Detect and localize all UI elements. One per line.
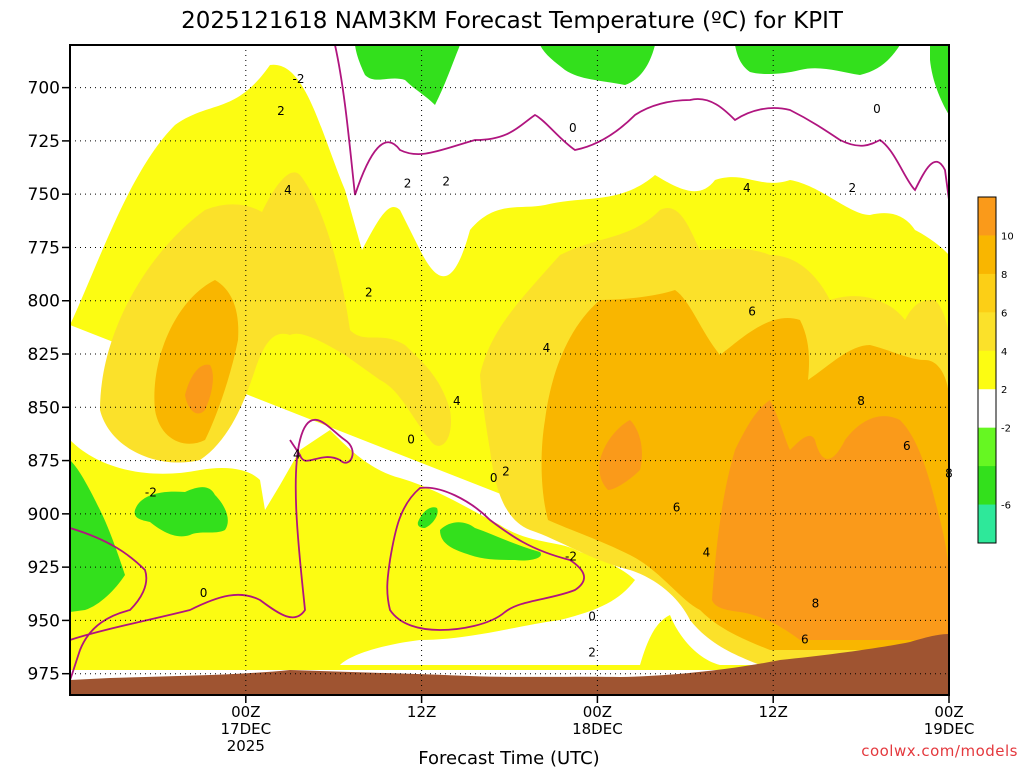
fill-green-blob-2 — [440, 522, 541, 561]
x-tick-label: 19DEC — [924, 720, 975, 738]
x-axis-label: Forecast Time (UTC) — [418, 748, 599, 768]
chart-title: 2025121618 NAM3KM Forecast Temperature (… — [181, 8, 844, 34]
fill-8-10-left — [185, 364, 213, 414]
y-tick-label: 775 — [28, 238, 60, 258]
x-tick-label: 00Z — [934, 703, 963, 721]
y-tick-label: 875 — [28, 452, 60, 472]
y-tick-label: 925 — [28, 558, 60, 578]
contour-label: 4 — [703, 545, 711, 559]
colorbar-swatch — [978, 389, 996, 429]
colorbar-tick-label: 6 — [1001, 308, 1007, 319]
x-tick-label: 12Z — [759, 703, 788, 721]
contour-label: 0 — [200, 586, 208, 600]
y-tick-label: 850 — [28, 398, 60, 418]
contour-label: 8 — [857, 394, 865, 408]
fill-green-left-edge — [70, 460, 125, 612]
colorbar-tick-label: 2 — [1001, 385, 1007, 396]
colorbar-frame — [977, 196, 997, 544]
colorbar-tick-label: -6 — [1001, 501, 1011, 512]
colorbar-legend: -6 -2 2 4 6 8 10 — [977, 196, 1014, 544]
contour-label: 2 — [442, 175, 450, 189]
contour-label: 6 — [748, 305, 756, 319]
contour-label: 4 — [293, 447, 301, 461]
colorbar-swatch — [978, 235, 996, 275]
y-tick-label: 725 — [28, 132, 60, 152]
contour-label: -2 — [565, 550, 577, 564]
fill-6-8-left — [154, 280, 239, 444]
contour-label: 0 — [407, 432, 415, 446]
y-tick-label: 950 — [28, 611, 60, 631]
x-tick-label: 00Z — [231, 703, 260, 721]
y-tick-label: 750 — [28, 185, 60, 205]
contour-label: 4 — [453, 394, 461, 408]
contour-label: 4 — [284, 183, 292, 197]
fill-8-10-right — [712, 400, 949, 640]
contour-label: -2 — [293, 72, 305, 86]
y-tick-label: 700 — [28, 79, 60, 99]
contour-label: 0 — [490, 471, 498, 485]
x-tick-label: 17DEC — [221, 720, 272, 738]
contour-label: 0 — [569, 121, 577, 135]
x-tick-label: 12Z — [407, 703, 436, 721]
colorbar-swatch — [978, 504, 996, 544]
contour-label: -2 — [145, 486, 157, 500]
x-tick-label: 00Z — [583, 703, 612, 721]
contour-label: 2 — [502, 464, 510, 478]
zero-degree-contour — [334, 45, 949, 201]
plot-frame — [69, 44, 950, 696]
contour-label: 2 — [404, 177, 412, 191]
colorbar-swatch — [978, 312, 996, 352]
contour-label: 6 — [801, 633, 809, 647]
contour-label: 0 — [588, 609, 596, 623]
colorbar-swatch — [978, 427, 996, 467]
colorbar-tick-label: 8 — [1001, 270, 1007, 281]
colorbar-swatch — [978, 197, 996, 236]
terrain — [70, 634, 949, 695]
colorbar-swatch — [978, 466, 996, 506]
plot-area — [70, 45, 949, 695]
colorbar-swatch — [978, 273, 996, 313]
contour-label: 4 — [743, 181, 751, 195]
pressure-axis: 700 725 750 775 800 825 850 875 900 925 950 975 — [28, 79, 70, 685]
contour-label: 6 — [673, 501, 681, 515]
y-tick-label: 825 — [28, 345, 60, 365]
zero-degree-contour-mid — [70, 418, 585, 641]
fill-green-top-right — [735, 45, 900, 75]
fill-green-top-left — [355, 45, 460, 105]
contour-label: 2 — [848, 181, 856, 195]
fill-8-10-mid — [599, 420, 642, 490]
colorbar-tick-label: 4 — [1001, 347, 1007, 358]
contour-label: 8 — [812, 596, 820, 610]
contour-label: 4 — [543, 341, 551, 355]
contour-label: 6 — [903, 439, 911, 453]
colorbar-swatch — [978, 350, 996, 390]
fill-green-blob-3 — [417, 507, 438, 528]
colorbar-tick-label: 10 — [1001, 231, 1014, 242]
contour-label: 2 — [277, 104, 285, 118]
fill-green-right-edge — [930, 45, 949, 115]
y-tick-label: 975 — [28, 665, 60, 685]
credit-label: coolwx.com/models — [861, 742, 1018, 760]
y-tick-label: 900 — [28, 505, 60, 525]
contour-label: 2 — [588, 646, 596, 660]
x-tick-label: 2025 — [227, 737, 265, 755]
y-tick-label: 800 — [28, 292, 60, 312]
x-tick-label: 18DEC — [572, 720, 623, 738]
zero-degree-contour-lower — [70, 527, 148, 681]
fill-green-blob-1 — [134, 487, 228, 537]
contour-label: 0 — [873, 102, 881, 116]
contour-label: 2 — [365, 285, 373, 299]
colorbar-tick-label: -2 — [1001, 424, 1011, 435]
